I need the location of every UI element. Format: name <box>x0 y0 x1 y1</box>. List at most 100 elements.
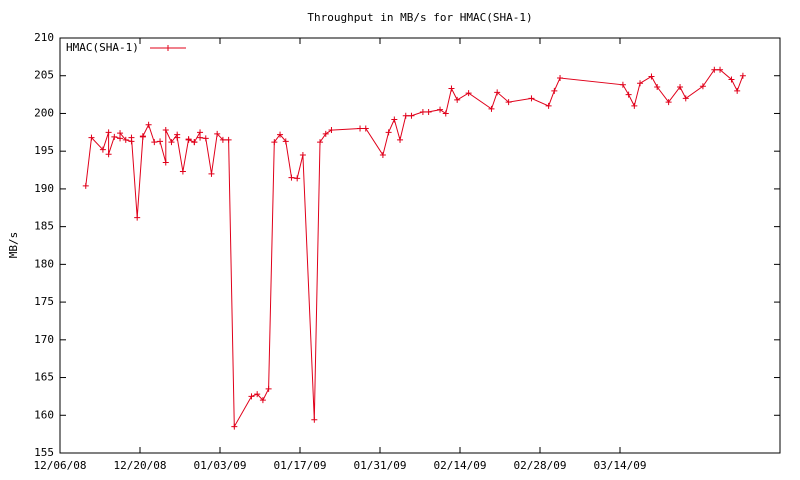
point <box>648 73 655 80</box>
point <box>385 129 392 136</box>
y-tick-label: 175 <box>34 295 54 308</box>
point <box>357 125 364 132</box>
point <box>545 102 552 109</box>
y-tick-label: 185 <box>34 220 54 233</box>
point <box>728 76 735 83</box>
point <box>214 130 221 137</box>
point <box>362 125 369 132</box>
point <box>391 116 398 123</box>
x-tick-label: 02/14/09 <box>434 459 487 472</box>
y-tick-label: 155 <box>34 446 54 459</box>
x-tick-label: 01/17/09 <box>274 459 327 472</box>
point <box>625 91 632 98</box>
point <box>317 139 324 146</box>
point <box>505 99 512 106</box>
point <box>179 168 186 175</box>
point <box>397 136 404 143</box>
point <box>254 391 261 398</box>
point <box>488 105 495 112</box>
point <box>379 151 386 158</box>
point <box>225 136 232 143</box>
y-tick-label: 195 <box>34 144 54 157</box>
series-line <box>85 69 744 429</box>
point <box>322 130 329 137</box>
point <box>734 87 741 94</box>
point <box>665 99 672 106</box>
x-tick-label: 02/28/09 <box>514 459 567 472</box>
x-tick-label: 03/14/09 <box>594 459 647 472</box>
plot-frame <box>59 37 781 454</box>
point <box>437 106 444 113</box>
point <box>299 151 306 158</box>
point <box>294 175 301 182</box>
point <box>191 139 198 146</box>
x-tick-label: 01/31/09 <box>354 459 407 472</box>
point <box>231 423 238 430</box>
chart-title: Throughput in MB/s for HMAC(SHA-1) <box>307 11 532 24</box>
point <box>682 95 689 102</box>
legend-marker <box>165 45 171 51</box>
x-tick-label: 12/20/08 <box>114 459 167 472</box>
point <box>654 84 661 91</box>
point <box>145 121 152 128</box>
point <box>328 127 335 134</box>
point <box>448 85 455 92</box>
point <box>739 72 746 79</box>
point <box>425 108 432 115</box>
point <box>288 174 295 181</box>
point <box>99 146 106 153</box>
point <box>162 127 169 134</box>
point <box>105 129 112 136</box>
point <box>265 385 272 392</box>
point <box>494 89 501 96</box>
point <box>699 83 706 90</box>
y-tick-label: 200 <box>34 106 54 119</box>
y-tick-label: 210 <box>34 31 54 44</box>
point <box>208 170 215 177</box>
point <box>174 134 181 141</box>
point <box>551 87 558 94</box>
point <box>139 133 146 140</box>
point <box>185 136 192 143</box>
point <box>197 129 204 136</box>
y-tick-label: 180 <box>34 257 54 270</box>
point <box>442 110 449 117</box>
y-axis-label: MB/s <box>7 232 20 259</box>
y-tick-label: 165 <box>34 371 54 384</box>
y-tick-label: 205 <box>34 69 54 82</box>
point <box>162 159 169 166</box>
point <box>271 139 278 146</box>
point <box>465 90 472 97</box>
point <box>419 108 426 115</box>
x-tick-label: 01/03/09 <box>194 459 247 472</box>
point <box>219 136 226 143</box>
point <box>88 134 95 141</box>
point <box>105 151 112 158</box>
y-tick-label: 160 <box>34 408 54 421</box>
y-tick-label: 190 <box>34 182 54 195</box>
point <box>637 80 644 87</box>
point <box>117 130 124 137</box>
point <box>202 135 209 142</box>
point <box>82 182 89 189</box>
x-tick-label: 12/06/08 <box>34 459 87 472</box>
point <box>619 81 626 88</box>
point <box>111 133 118 140</box>
point <box>282 138 289 145</box>
point <box>528 95 535 102</box>
legend-label: HMAC(SHA-1) <box>66 41 139 54</box>
point <box>311 416 318 423</box>
point <box>402 112 409 119</box>
point <box>151 139 158 146</box>
point <box>259 397 266 404</box>
point <box>408 112 415 119</box>
point <box>117 135 124 142</box>
point <box>128 134 135 141</box>
point <box>277 131 284 138</box>
point <box>197 134 204 141</box>
point <box>557 74 564 81</box>
point <box>248 393 255 400</box>
point <box>631 102 638 109</box>
point <box>134 214 141 221</box>
